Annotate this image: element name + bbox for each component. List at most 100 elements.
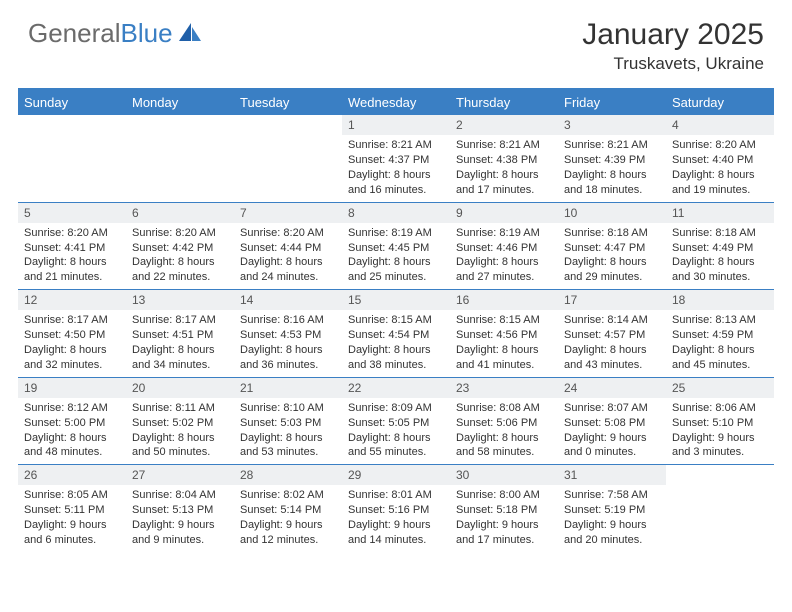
day-cell: 29Sunrise: 8:01 AMSunset: 5:16 PMDayligh… xyxy=(342,465,450,552)
day-number: 25 xyxy=(666,378,774,398)
day-cell: 15Sunrise: 8:15 AMSunset: 4:54 PMDayligh… xyxy=(342,290,450,377)
day-info: Sunrise: 8:06 AMSunset: 5:10 PMDaylight:… xyxy=(666,398,774,464)
day-number: 28 xyxy=(234,465,342,485)
info-line: and 29 minutes. xyxy=(564,270,660,285)
day-number: 22 xyxy=(342,378,450,398)
day-number: 30 xyxy=(450,465,558,485)
day-info: Sunrise: 8:07 AMSunset: 5:08 PMDaylight:… xyxy=(558,398,666,464)
day-header-cell: Sunday xyxy=(18,90,126,115)
day-info: Sunrise: 8:18 AMSunset: 4:49 PMDaylight:… xyxy=(666,223,774,289)
info-line: Daylight: 8 hours xyxy=(240,431,336,446)
day-number: 20 xyxy=(126,378,234,398)
info-line: Sunrise: 8:20 AM xyxy=(24,226,120,241)
info-line: Sunrise: 8:08 AM xyxy=(456,401,552,416)
info-line: Sunrise: 8:21 AM xyxy=(564,138,660,153)
day-info: Sunrise: 8:04 AMSunset: 5:13 PMDaylight:… xyxy=(126,485,234,551)
info-line: Sunrise: 8:13 AM xyxy=(672,313,768,328)
day-number: 8 xyxy=(342,203,450,223)
day-cell: 31Sunrise: 7:58 AMSunset: 5:19 PMDayligh… xyxy=(558,465,666,552)
info-line: Sunrise: 8:18 AM xyxy=(672,226,768,241)
info-line: Sunrise: 8:04 AM xyxy=(132,488,228,503)
day-cell: 28Sunrise: 8:02 AMSunset: 5:14 PMDayligh… xyxy=(234,465,342,552)
month-title: January 2025 xyxy=(582,18,764,52)
day-cell: 14Sunrise: 8:16 AMSunset: 4:53 PMDayligh… xyxy=(234,290,342,377)
info-line: and 30 minutes. xyxy=(672,270,768,285)
info-line: Daylight: 8 hours xyxy=(564,168,660,183)
day-header-cell: Wednesday xyxy=(342,90,450,115)
day-info: Sunrise: 8:00 AMSunset: 5:18 PMDaylight:… xyxy=(450,485,558,551)
info-line: Daylight: 8 hours xyxy=(348,168,444,183)
info-line: Sunset: 5:16 PM xyxy=(348,503,444,518)
info-line: and 21 minutes. xyxy=(24,270,120,285)
info-line: Sunrise: 8:19 AM xyxy=(348,226,444,241)
info-line: Sunrise: 8:20 AM xyxy=(672,138,768,153)
info-line: Sunset: 5:11 PM xyxy=(24,503,120,518)
day-cell: 23Sunrise: 8:08 AMSunset: 5:06 PMDayligh… xyxy=(450,378,558,465)
day-number: 31 xyxy=(558,465,666,485)
day-info: Sunrise: 8:05 AMSunset: 5:11 PMDaylight:… xyxy=(18,485,126,551)
day-number: 18 xyxy=(666,290,774,310)
empty-cell xyxy=(666,465,774,552)
day-number: 26 xyxy=(18,465,126,485)
day-info: Sunrise: 8:15 AMSunset: 4:56 PMDaylight:… xyxy=(450,310,558,376)
week-row: 19Sunrise: 8:12 AMSunset: 5:00 PMDayligh… xyxy=(18,377,774,465)
day-number: 1 xyxy=(342,115,450,135)
info-line: and 16 minutes. xyxy=(348,183,444,198)
info-line: Sunrise: 8:02 AM xyxy=(240,488,336,503)
info-line: Daylight: 8 hours xyxy=(24,431,120,446)
day-cell: 30Sunrise: 8:00 AMSunset: 5:18 PMDayligh… xyxy=(450,465,558,552)
day-cell: 4Sunrise: 8:20 AMSunset: 4:40 PMDaylight… xyxy=(666,115,774,202)
info-line: Daylight: 9 hours xyxy=(348,518,444,533)
day-number: 14 xyxy=(234,290,342,310)
info-line: and 14 minutes. xyxy=(348,533,444,548)
info-line: Sunrise: 7:58 AM xyxy=(564,488,660,503)
day-number: 13 xyxy=(126,290,234,310)
info-line: Sunrise: 8:12 AM xyxy=(24,401,120,416)
info-line: Sunset: 4:39 PM xyxy=(564,153,660,168)
day-cell: 2Sunrise: 8:21 AMSunset: 4:38 PMDaylight… xyxy=(450,115,558,202)
info-line: Sunrise: 8:10 AM xyxy=(240,401,336,416)
info-line: Sunset: 4:37 PM xyxy=(348,153,444,168)
day-info: Sunrise: 8:16 AMSunset: 4:53 PMDaylight:… xyxy=(234,310,342,376)
info-line: Sunset: 5:06 PM xyxy=(456,416,552,431)
info-line: Sunrise: 8:17 AM xyxy=(132,313,228,328)
week-row: 26Sunrise: 8:05 AMSunset: 5:11 PMDayligh… xyxy=(18,464,774,552)
day-info: Sunrise: 8:02 AMSunset: 5:14 PMDaylight:… xyxy=(234,485,342,551)
info-line: Sunset: 4:54 PM xyxy=(348,328,444,343)
week-row: 5Sunrise: 8:20 AMSunset: 4:41 PMDaylight… xyxy=(18,202,774,290)
info-line: Daylight: 8 hours xyxy=(132,343,228,358)
info-line: and 12 minutes. xyxy=(240,533,336,548)
info-line: Sunset: 4:50 PM xyxy=(24,328,120,343)
info-line: Daylight: 8 hours xyxy=(348,431,444,446)
day-info: Sunrise: 8:14 AMSunset: 4:57 PMDaylight:… xyxy=(558,310,666,376)
day-cell: 26Sunrise: 8:05 AMSunset: 5:11 PMDayligh… xyxy=(18,465,126,552)
day-number: 10 xyxy=(558,203,666,223)
info-line: Sunrise: 8:05 AM xyxy=(24,488,120,503)
day-cell: 21Sunrise: 8:10 AMSunset: 5:03 PMDayligh… xyxy=(234,378,342,465)
info-line: Daylight: 9 hours xyxy=(672,431,768,446)
info-line: Daylight: 9 hours xyxy=(240,518,336,533)
day-cell: 6Sunrise: 8:20 AMSunset: 4:42 PMDaylight… xyxy=(126,203,234,290)
day-number: 15 xyxy=(342,290,450,310)
empty-cell xyxy=(18,115,126,202)
info-line: Sunset: 5:05 PM xyxy=(348,416,444,431)
day-number: 21 xyxy=(234,378,342,398)
info-line: Sunrise: 8:16 AM xyxy=(240,313,336,328)
day-info: Sunrise: 8:18 AMSunset: 4:47 PMDaylight:… xyxy=(558,223,666,289)
info-line: Sunrise: 8:20 AM xyxy=(132,226,228,241)
info-line: Daylight: 8 hours xyxy=(456,168,552,183)
day-header-cell: Monday xyxy=(126,90,234,115)
info-line: Sunset: 5:18 PM xyxy=(456,503,552,518)
day-number: 23 xyxy=(450,378,558,398)
info-line: Sunset: 4:45 PM xyxy=(348,241,444,256)
day-number: 29 xyxy=(342,465,450,485)
info-line: Sunset: 4:42 PM xyxy=(132,241,228,256)
info-line: Sunset: 4:57 PM xyxy=(564,328,660,343)
day-info: Sunrise: 8:17 AMSunset: 4:50 PMDaylight:… xyxy=(18,310,126,376)
info-line: Sunset: 5:03 PM xyxy=(240,416,336,431)
info-line: and 18 minutes. xyxy=(564,183,660,198)
info-line: Daylight: 8 hours xyxy=(132,431,228,446)
day-cell: 20Sunrise: 8:11 AMSunset: 5:02 PMDayligh… xyxy=(126,378,234,465)
day-info: Sunrise: 8:10 AMSunset: 5:03 PMDaylight:… xyxy=(234,398,342,464)
info-line: Sunrise: 8:15 AM xyxy=(456,313,552,328)
